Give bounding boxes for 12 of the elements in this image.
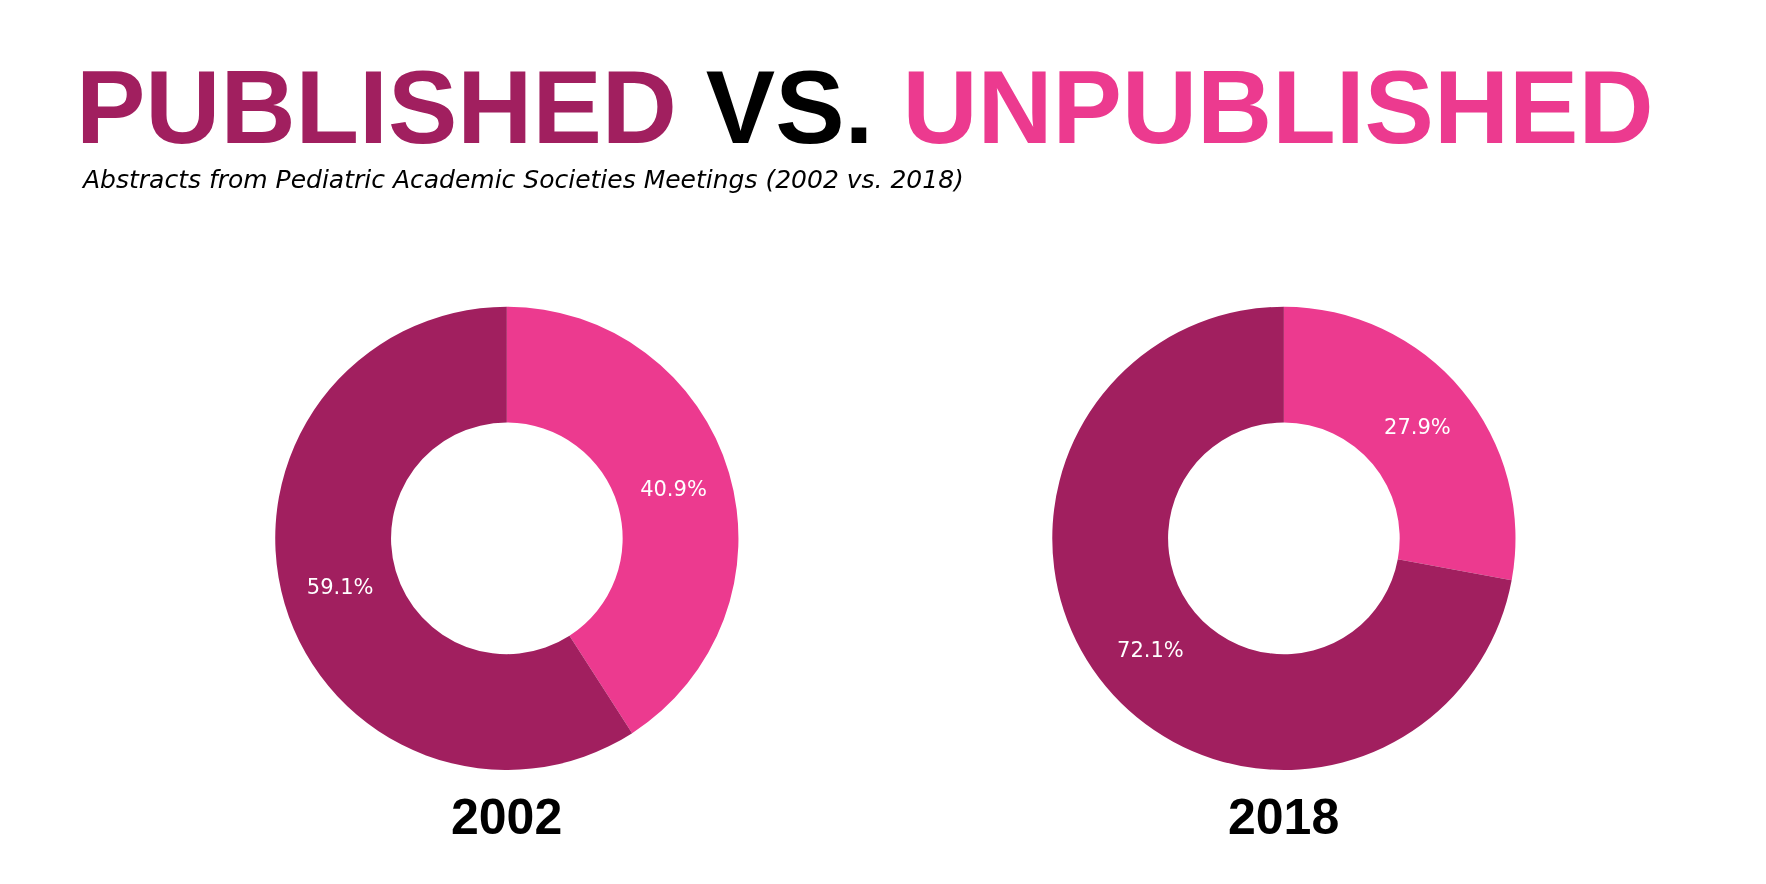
text: 2018 [1228,789,1340,845]
donut-slice [506,306,739,734]
chart-subtitle: Abstracts from Pediatric Academic Societies Meetings (2002 vs. 2018) [81,165,964,194]
data-label: 72.1% [1117,637,1184,662]
data-label: 59.1% [306,575,374,600]
data-label: 40.9% [640,477,707,502]
data-label: 27.9% [1384,415,1451,440]
text: 2002 [451,789,563,845]
donut-slice [1052,306,1512,770]
chart-title: PUBLISHED VS. UNPUBLISHED [76,49,1654,165]
donut-slice [1283,306,1516,581]
donut-slice [275,306,633,770]
